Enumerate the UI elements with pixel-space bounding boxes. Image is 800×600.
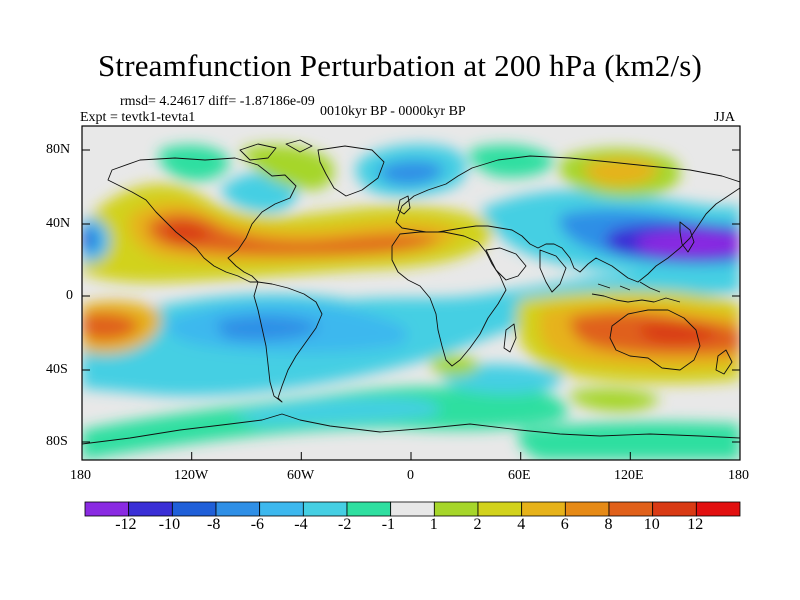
coastline-india: [539, 249, 567, 293]
contour-pos-south-indian: [569, 388, 660, 412]
colorbar-swatch: [433, 501, 479, 517]
contour-neg-north-pacific-arctic: [158, 145, 230, 182]
coastline-canadian-archipelago: [239, 139, 313, 161]
lon-label-180w: 180: [70, 468, 91, 483]
contour-neg-south-core2: [215, 315, 320, 341]
lon-label-60w: 60W: [287, 468, 315, 483]
lat-tick-marks: [82, 149, 740, 443]
period-label: 0010kyr BP - 0000kyr BP: [320, 104, 466, 119]
contour-neg-antarctic-east: [518, 422, 740, 460]
colorbar-label: 1: [429, 516, 438, 533]
coastline-uk: [397, 195, 411, 215]
colorbar-swatch: [171, 501, 217, 517]
stats-text: rmsd= 4.24617 diff= -1.87186e-09: [120, 94, 315, 109]
colorbar-label: -2: [338, 516, 352, 533]
colorbar-swatch: [128, 501, 173, 517]
contour-pos-north-core-hot: [165, 223, 212, 243]
coastline-madagascar: [503, 323, 517, 353]
lat-label-0: 0: [66, 288, 73, 303]
contour-pos-north-core: [148, 214, 440, 255]
lon-label-120w: 120W: [174, 468, 209, 483]
lon-label-0: 0: [407, 468, 414, 483]
lat-label-40n: 40N: [46, 216, 71, 231]
contour-pos-australia-hot: [639, 322, 720, 344]
colorbar-label: 2: [473, 516, 482, 533]
contour-pos-west-edge-core: [82, 312, 140, 341]
colorbar-swatch: [477, 501, 523, 517]
colorbar-swatch: [564, 501, 610, 517]
colorbar-swatch: [608, 501, 654, 517]
coastline-africa: [391, 231, 507, 367]
contour-pos-south-atlantic: [429, 355, 480, 376]
coastline-greenland: [317, 145, 385, 197]
coastline-indonesia: [591, 281, 681, 303]
colorbar-swatch: [521, 501, 566, 517]
colorbar-swatch: [84, 501, 130, 517]
contour-neg-east-pacific-core: [82, 227, 96, 251]
coastline-north-america: [107, 157, 297, 283]
lon-tick-marks: [81, 452, 741, 460]
contour-neg-siberia: [469, 144, 555, 178]
colorbar-label: -10: [158, 516, 181, 533]
colorbar-swatch: [215, 501, 261, 517]
coastlines: [82, 139, 740, 445]
colorbar-label: -1: [381, 516, 396, 533]
contour-neg-greenland-core: [378, 160, 445, 186]
coastline-new-zealand: [715, 349, 733, 375]
colorbar-label: 4: [517, 516, 526, 533]
coastline-australia: [609, 309, 701, 371]
coastline-arabia: [485, 247, 527, 281]
colorbar-label: -4: [294, 516, 308, 533]
lon-label-120e: 120E: [614, 468, 644, 483]
coastline-south-america: [253, 281, 323, 403]
coastline-antarctica: [82, 413, 740, 445]
contour-field: [82, 126, 740, 460]
colorbar-label: 8: [604, 516, 613, 533]
lat-label-80n: 80N: [46, 142, 71, 157]
contour-pos-arctic-west: [240, 144, 334, 190]
colorbar-label: -12: [115, 516, 137, 533]
colorbar-swatch: [259, 501, 304, 517]
coastline-europe-asia: [395, 155, 740, 283]
lon-label-60e: 60E: [508, 468, 531, 483]
colorbar-label: 6: [560, 516, 569, 533]
colorbar-label: 12: [687, 516, 704, 533]
season-label: JJA: [714, 110, 736, 125]
colorbar: [84, 501, 741, 517]
colorbar-label: -8: [207, 516, 221, 533]
lat-label-40s: 40S: [46, 362, 68, 377]
colorbar-swatch: [346, 501, 392, 517]
colorbar-swatch: [652, 501, 697, 517]
contour-neg-japan-core: [636, 231, 740, 257]
colorbar-swatch: [695, 501, 741, 517]
contour-neg-southern-ocean-core: [230, 397, 440, 426]
colorbar-swatch: [390, 501, 435, 517]
experiment-label: Expt = tevtk1-tevta1: [80, 110, 196, 125]
lon-label-180e: 180: [728, 468, 749, 483]
colorbar-label: 10: [643, 516, 660, 533]
coastline-japan: [679, 221, 695, 253]
lat-label-80s: 80S: [46, 434, 68, 449]
colorbar-label: -6: [250, 516, 265, 533]
colorbar-swatch: [302, 501, 348, 517]
plot-title: Streamfunction Perturbation at 200 hPa (…: [97, 48, 703, 83]
